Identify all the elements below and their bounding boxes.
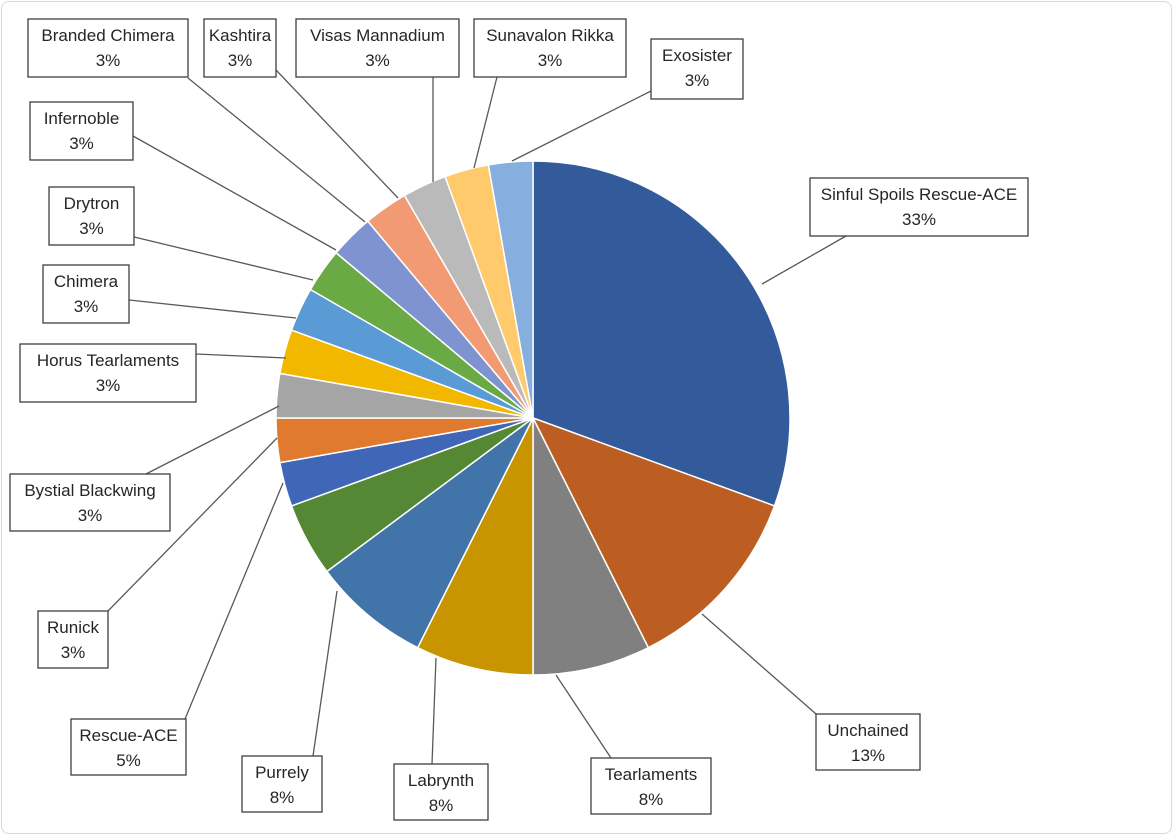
callout-exosister: Exosister 3% <box>650 38 744 100</box>
slice-sinful-spoils-rescue-ace <box>532 160 791 507</box>
callout-bystial-blackwing: Bystial Blackwing 3% <box>9 473 171 532</box>
callout-box <box>393 763 489 821</box>
callout-rescue-ace: Rescue-ACE 5% <box>70 718 187 776</box>
callout-infernoble: Infernoble 3% <box>29 101 134 161</box>
slice-percent-label: 8% <box>429 796 454 815</box>
slice-unchained <box>531 416 776 649</box>
slice-name-label: Sunavalon Rikka <box>486 26 614 45</box>
slice-name-label: Horus Tearlaments <box>37 351 179 370</box>
slice-name-label: Purrely <box>255 763 309 782</box>
callout-box <box>590 757 712 815</box>
slice-percent-label: 8% <box>639 790 664 809</box>
slice-name-label: Sinful Spoils Rescue-ACE <box>821 185 1018 204</box>
callout-box <box>295 18 460 78</box>
leader-horus-tearlaments <box>195 353 287 359</box>
slice-name-label: Labrynth <box>408 771 474 790</box>
slice-name-label: Visas Mannadium <box>310 26 445 45</box>
callout-box <box>815 713 921 771</box>
slice-percent-label: 33% <box>902 210 936 229</box>
callout-box <box>9 473 171 532</box>
callout-horus-tearlaments: Horus Tearlaments 3% <box>19 343 197 403</box>
callout-drytron: Drytron 3% <box>48 186 135 246</box>
slice-percent-label: 3% <box>685 71 710 90</box>
leader-kashtira <box>275 69 399 199</box>
slice-percent-label: 3% <box>79 219 104 238</box>
slice-name-label: Tearlaments <box>605 765 698 784</box>
callout-box <box>19 343 197 403</box>
leader-labrynth <box>431 657 437 765</box>
data-labels: Sinful Spoils Rescue-ACE 33% Unchained 13% T… <box>9 18 1029 821</box>
slice-percent-label: 3% <box>74 297 99 316</box>
leader-exosister <box>511 90 652 162</box>
callout-purrely: Purrely 8% <box>241 755 323 813</box>
leader-infernoble <box>132 135 337 251</box>
slice-name-label: Infernoble <box>44 109 120 128</box>
slice-name-label: Unchained <box>827 721 908 740</box>
callout-runick: Runick 3% <box>37 610 109 669</box>
slice-name-label: Drytron <box>64 194 120 213</box>
slice-percent-label: 8% <box>270 788 295 807</box>
slice-name-label: Kashtira <box>209 26 272 45</box>
pie-slices <box>275 160 791 676</box>
slice-percent-label: 3% <box>96 51 121 70</box>
callout-sinful-spoils-rescue-ace: Sinful Spoils Rescue-ACE 33% <box>809 177 1029 237</box>
slice-percent-label: 3% <box>228 51 253 70</box>
slice-percent-label: 3% <box>538 51 563 70</box>
callout-visas-mannadium: Visas Mannadium 3% <box>295 18 460 78</box>
callout-unchained: Unchained 13% <box>815 713 921 771</box>
slice-name-label: Branded Chimera <box>41 26 175 45</box>
slice-name-label: Rescue-ACE <box>79 726 177 745</box>
leader-chimera <box>128 299 297 319</box>
leader-branded-chimera <box>187 77 366 223</box>
callout-box <box>809 177 1029 237</box>
callout-sunavalon-rikka: Sunavalon Rikka 3% <box>473 18 627 78</box>
leader-purrely <box>312 590 338 757</box>
slice-name-label: Chimera <box>54 272 119 291</box>
slice-percent-label: 3% <box>78 506 103 525</box>
slice-name-label: Bystial Blackwing <box>24 481 155 500</box>
leader-sunavalon-rikka <box>473 76 498 169</box>
callout-kashtira: Kashtira 3% <box>203 18 277 78</box>
slice-percent-label: 3% <box>61 643 86 662</box>
callout-box <box>473 18 627 78</box>
slice-percent-label: 5% <box>116 751 141 770</box>
leader-lines <box>107 69 847 765</box>
leader-runick <box>107 437 278 612</box>
callout-box <box>70 718 187 776</box>
slice-name-label: Exosister <box>662 46 732 65</box>
callout-box <box>29 101 134 161</box>
slice-percent-label: 13% <box>851 746 885 765</box>
callout-box <box>37 610 109 669</box>
leader-bystial-blackwing <box>145 405 280 475</box>
leader-sinful-spoils-rescue-ace <box>761 235 847 285</box>
slice-labrynth <box>416 417 534 676</box>
leader-drytron <box>129 235 314 281</box>
callout-labrynth: Labrynth 8% <box>393 763 489 821</box>
callout-box <box>241 755 323 813</box>
callout-box <box>650 38 744 100</box>
callout-box <box>48 186 135 246</box>
slice-name-label: Runick <box>47 618 99 637</box>
slice-purrely <box>325 417 534 649</box>
callout-branded-chimera: Branded Chimera 3% <box>27 18 189 78</box>
callout-box <box>203 18 277 78</box>
leader-tearlaments <box>555 674 612 759</box>
slice-tearlaments <box>532 417 650 676</box>
callout-box <box>42 264 130 324</box>
slice-percent-label: 3% <box>69 134 94 153</box>
callout-tearlaments: Tearlaments 8% <box>590 757 712 815</box>
slice-exosister <box>487 160 534 419</box>
leader-unchained <box>701 613 817 715</box>
callout-box <box>27 18 189 78</box>
callout-chimera: Chimera 3% <box>42 264 130 324</box>
slice-percent-label: 3% <box>96 376 121 395</box>
leader-rescue-ace <box>184 482 284 720</box>
slice-percent-label: 3% <box>365 51 390 70</box>
